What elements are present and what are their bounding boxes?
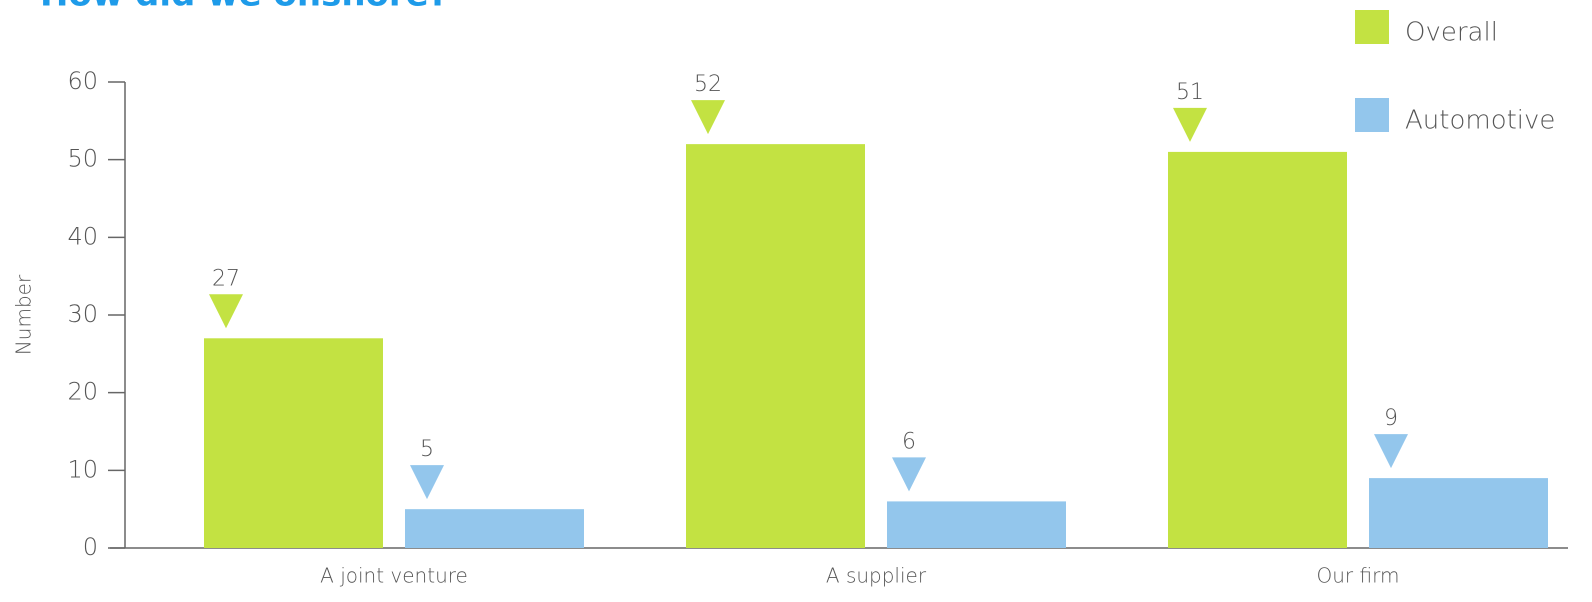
legend-label: Automotive xyxy=(1405,106,1555,136)
y-tick-label: 30 xyxy=(67,300,98,328)
value-label: 6 xyxy=(902,429,916,454)
value-marker xyxy=(892,457,926,492)
y-tick-label: 60 xyxy=(67,67,98,95)
y-axis-label: Number xyxy=(12,274,36,355)
legend-label: Overall xyxy=(1405,18,1498,48)
bar xyxy=(1168,151,1347,548)
value-marker xyxy=(1374,434,1408,469)
value-marker xyxy=(410,465,444,500)
x-tick-label: Our firm xyxy=(1317,564,1400,588)
legend-swatch xyxy=(1355,10,1389,44)
x-tick-label: A supplier xyxy=(826,564,927,588)
bar xyxy=(204,338,383,548)
value-label: 9 xyxy=(1384,406,1398,431)
x-tick-label: A joint venture xyxy=(320,564,468,588)
y-tick-label: 20 xyxy=(67,378,98,406)
value-label: 51 xyxy=(1176,80,1204,105)
value-label: 27 xyxy=(212,266,240,291)
bar xyxy=(1369,478,1548,548)
chart-title: How did we onshore? xyxy=(40,0,448,15)
value-marker xyxy=(209,294,243,329)
value-label: 52 xyxy=(694,72,722,97)
value-marker xyxy=(1173,107,1207,142)
bar xyxy=(405,509,584,548)
bar xyxy=(686,144,865,548)
value-label: 5 xyxy=(420,437,434,462)
y-tick-label: 40 xyxy=(67,222,98,250)
value-marker xyxy=(691,100,725,135)
y-tick-label: 50 xyxy=(67,145,98,173)
y-tick-label: 0 xyxy=(83,533,98,561)
y-tick-label: 10 xyxy=(67,455,98,483)
bar xyxy=(887,501,1066,548)
legend-swatch xyxy=(1355,98,1389,132)
